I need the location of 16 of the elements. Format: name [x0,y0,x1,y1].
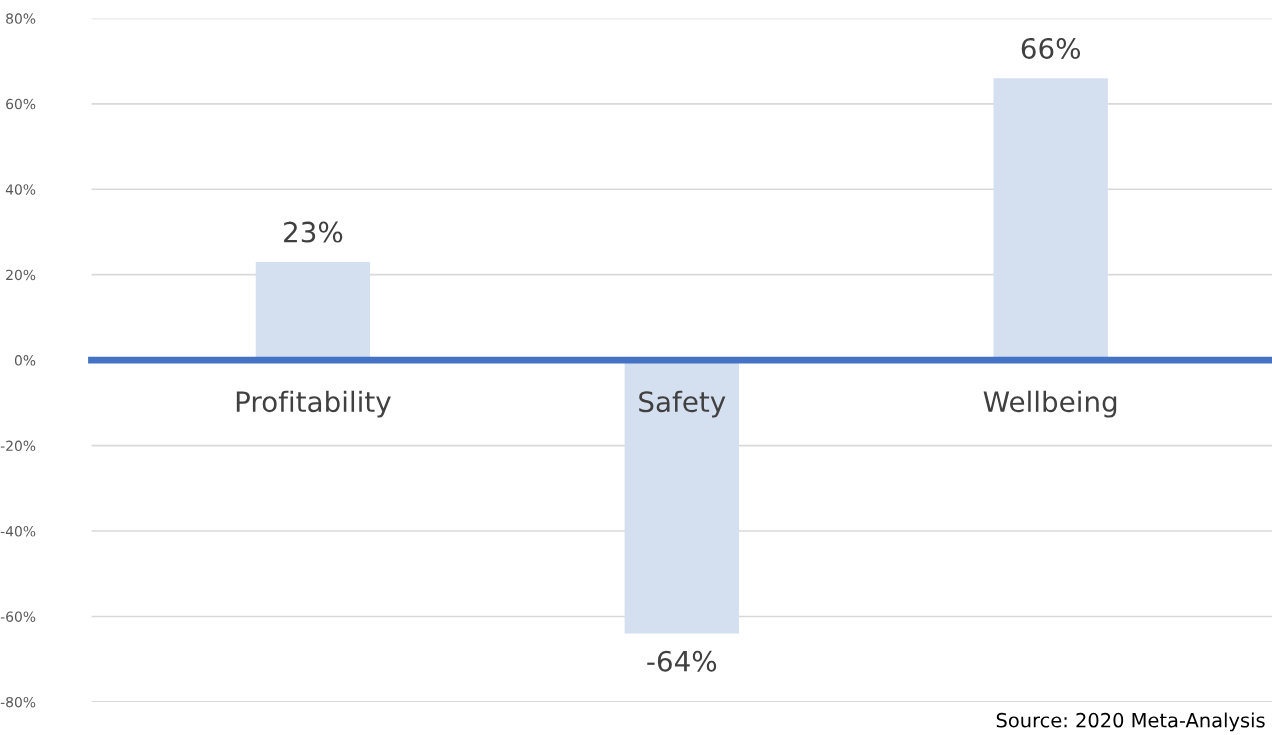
y-tick-label: -80% [0,696,36,708]
data-label: 23% [284,221,343,243]
y-tick-label: 40% [5,184,36,195]
y-tick-label: 20% [6,269,36,281]
y-tick-label: -40% [0,526,36,537]
x-tick-label: Profitability [236,390,391,418]
data-label: 66% [1021,37,1081,59]
x-tick-label: Safety [639,390,726,418]
x-tick-label: Wellbeing [983,390,1117,418]
y-tick-label: -60% [0,611,36,622]
source-note: Source: 2020 Meta-Analysis [996,712,1265,732]
data-label: -64% [647,650,717,672]
y-tick-label: 0% [14,355,36,366]
y-tick-label: 80% [6,13,36,24]
y-tick-label: 60% [6,98,36,110]
y-tick-label: -20% [0,440,36,452]
